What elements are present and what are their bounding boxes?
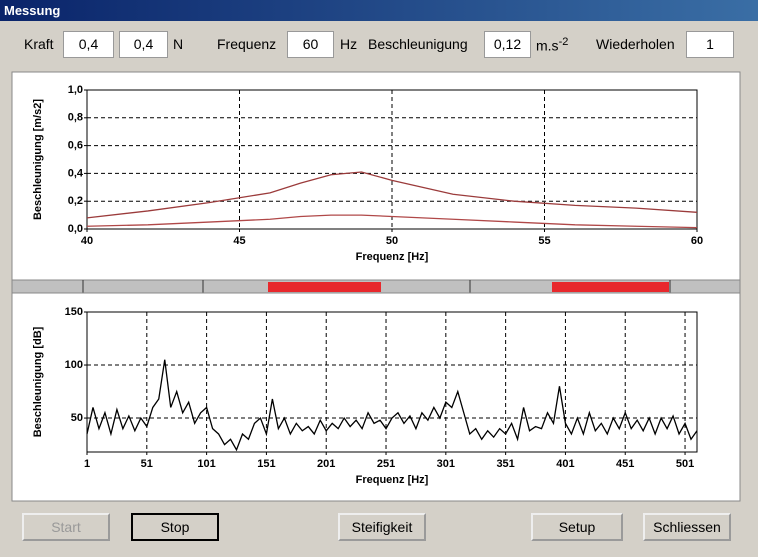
x-tick-label: 351 xyxy=(496,458,514,470)
input[interactable]: 1 xyxy=(686,31,734,58)
x-tick-label: 101 xyxy=(197,458,215,470)
unit-base: m.s xyxy=(536,37,559,54)
y-tick-label: 150 xyxy=(65,306,83,318)
x-tick-label: 40 xyxy=(81,235,93,247)
y-tick-label: 0,0 xyxy=(68,223,83,235)
unit: N xyxy=(173,36,184,52)
indicator xyxy=(268,282,381,292)
button[interactable]: Start xyxy=(22,513,110,541)
y-tick-label: 0,4 xyxy=(68,167,84,179)
x-tick-label: 451 xyxy=(616,458,634,470)
unit: Hz xyxy=(340,36,358,52)
x-tick-label: 1 xyxy=(84,458,90,470)
label: Frequenz xyxy=(217,36,277,52)
x-tick-label: 60 xyxy=(691,235,703,247)
button[interactable]: Setup xyxy=(531,513,623,541)
x-tick-label: 501 xyxy=(676,458,694,470)
input[interactable]: 60 xyxy=(287,31,334,58)
x-tick-label: 45 xyxy=(233,235,245,247)
x-tick-label: 401 xyxy=(556,458,574,470)
y-axis-label: Beschleunigung [m/s2] xyxy=(32,99,44,220)
x-tick-label: 251 xyxy=(377,458,395,470)
x-tick-label: 301 xyxy=(437,458,455,470)
plot-frame xyxy=(86,89,698,230)
x-tick-label: 50 xyxy=(386,235,398,247)
y-tick-label: 1,0 xyxy=(68,84,83,96)
data-line xyxy=(86,359,698,452)
panel xyxy=(11,292,741,502)
y-tick-label: 100 xyxy=(65,359,83,371)
y-tick-label: 0,6 xyxy=(68,140,83,152)
x-tick-label: 55 xyxy=(538,235,550,247)
charts: 0,0 0,2 0,4 0,6 0,8 1,0 40 45 50 55 60 Frequenz [Hz… xyxy=(11,71,741,502)
plot-frame xyxy=(86,311,698,453)
data-line xyxy=(86,171,698,219)
window-title: Messung xyxy=(0,0,758,21)
unit-exponent: -2 xyxy=(558,36,569,48)
y-axis-label: Beschleunigung [dB] xyxy=(32,326,44,437)
button[interactable]: Steifigkeit xyxy=(338,513,426,541)
indicator xyxy=(552,282,669,292)
x-axis-label: Frequenz [Hz] xyxy=(356,251,429,263)
y-tick-label: 0,2 xyxy=(68,195,83,207)
x-tick-label: 201 xyxy=(317,458,335,470)
input[interactable]: 0,4 xyxy=(63,31,114,58)
x-axis-label: Frequenz [Hz] xyxy=(356,474,429,486)
x-tick-label: 151 xyxy=(257,458,275,470)
y-tick-label: 0,8 xyxy=(68,112,83,124)
input[interactable]: 0,4 xyxy=(119,31,168,58)
data-line xyxy=(86,214,698,229)
button[interactable]: Stop xyxy=(131,513,219,541)
x-tick-label: 51 xyxy=(141,458,153,470)
y-tick-label: 50 xyxy=(71,412,83,424)
label: Kraft xyxy=(24,36,54,52)
label: Wiederholen xyxy=(596,36,675,52)
label: Beschleunigung xyxy=(368,36,468,52)
unit: m.s-2 xyxy=(536,36,568,54)
input[interactable]: 0,12 xyxy=(484,31,531,58)
button[interactable]: Schliessen xyxy=(643,513,731,541)
